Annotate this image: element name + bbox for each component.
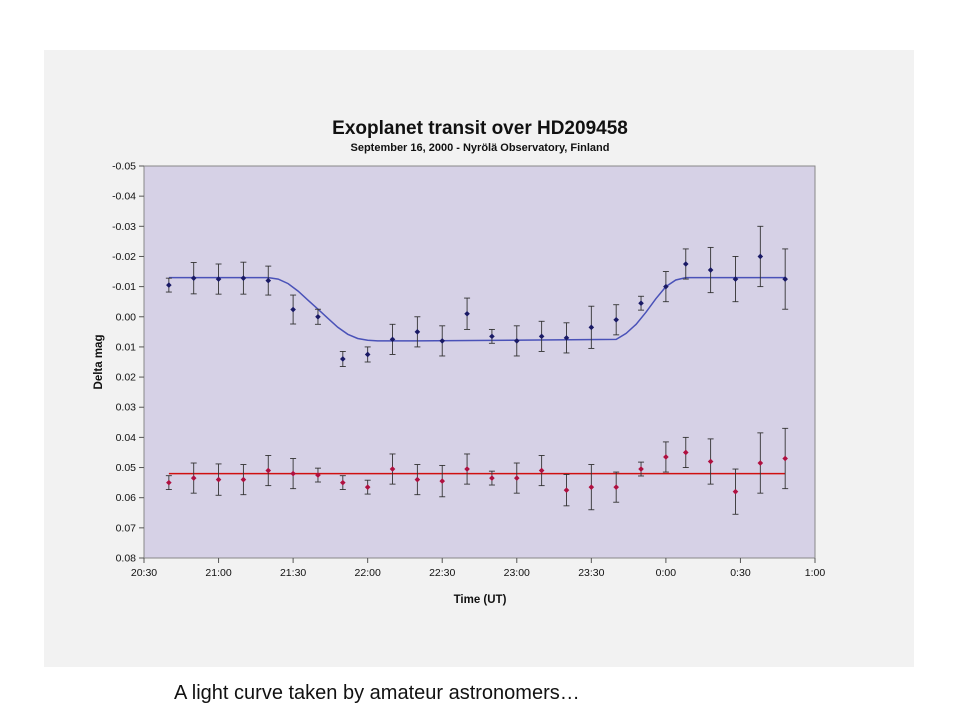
y-tick-label: 0.08 [116, 553, 137, 565]
y-axis-label: Delta mag [93, 335, 105, 390]
x-tick-label: 23:30 [578, 567, 604, 579]
x-tick-label: 23:00 [504, 567, 530, 579]
data-point-series-2 [464, 466, 470, 472]
data-point-series-2 [588, 484, 595, 490]
data-point-series-2 [757, 460, 764, 466]
x-axis-label: Time (UT) [454, 594, 507, 606]
data-point-series-1 [638, 300, 644, 306]
data-point-series-1 [215, 276, 222, 282]
fit-line-1 [168, 276, 786, 342]
y-tick-label: -0.02 [112, 251, 136, 263]
data-point-series-2 [389, 466, 396, 472]
x-tick-label: 22:00 [355, 567, 381, 579]
data-point-series-2 [613, 484, 619, 490]
data-point-series-2 [265, 467, 272, 474]
x-tick-label: 1:00 [805, 567, 826, 579]
data-point-series-1 [265, 277, 272, 284]
x-tick-label: 22:30 [429, 567, 455, 579]
data-point-series-2 [682, 449, 689, 456]
data-point-series-2 [215, 476, 222, 483]
data-point-series-1 [513, 338, 520, 344]
chart-subtitle: September 16, 2000 - Nyrölä Observatory,… [350, 142, 609, 154]
chart-title: Exoplanet transit over HD209458 [332, 118, 628, 139]
x-tick-label: 0:30 [730, 567, 751, 579]
data-point-series-2 [315, 472, 321, 478]
data-point-series-1 [290, 306, 296, 313]
data-point-series-1 [190, 275, 197, 281]
data-point-series-1 [613, 316, 619, 323]
y-tick-label: 0.01 [116, 341, 137, 353]
chart: Exoplanet transit over HD209458 Septembe… [93, 118, 825, 606]
data-point-series-1 [389, 336, 396, 343]
data-point-series-2 [364, 484, 371, 490]
data-point-series-2 [489, 475, 495, 481]
data-point-series-1 [414, 329, 421, 335]
data-point-series-2 [513, 475, 520, 481]
chart-marks: -0.05 -0.04 -0.03 -0.02 -0.01 0.00 0.01 0.02 0.0… [112, 161, 825, 580]
y-tick-label: 0.04 [116, 432, 137, 444]
x-tick-label: 21:00 [205, 567, 231, 579]
y-tick-label: 0.02 [116, 372, 137, 384]
data-point-series-1 [663, 283, 669, 290]
data-point-series-2 [732, 488, 739, 495]
data-point-series-2 [240, 476, 247, 483]
data-point-series-1 [682, 261, 689, 267]
data-point-series-1 [707, 267, 714, 273]
data-point-series-2 [563, 487, 570, 493]
data-point-series-2 [439, 478, 446, 484]
y-tick-label: 0.06 [116, 492, 137, 504]
data-point-series-1 [588, 324, 595, 331]
data-point-series-1 [489, 333, 495, 340]
y-tick-label: -0.01 [112, 281, 136, 293]
y-tick-label: 0.00 [116, 311, 137, 323]
data-point-series-2 [663, 454, 669, 460]
data-point-series-2 [414, 476, 421, 483]
data-point-series-2 [638, 466, 644, 472]
x-tick-label: 0:00 [656, 567, 677, 579]
data-point-series-2 [340, 479, 346, 486]
data-point-series-1 [240, 275, 247, 281]
data-point-series-2 [290, 470, 296, 477]
data-point-series-2 [538, 467, 545, 474]
y-tick-label: -0.05 [112, 161, 136, 173]
x-tick-label: 21:30 [280, 567, 306, 579]
data-point-series-1 [315, 313, 321, 320]
y-tick-label: 0.03 [116, 402, 137, 414]
data-point-series-1 [340, 356, 346, 362]
slide-caption: A light curve taken by amateur astronome… [174, 682, 580, 704]
data-point-series-1 [757, 253, 764, 260]
data-point-series-2 [707, 458, 714, 465]
data-point-series-1 [782, 276, 788, 282]
data-point-series-1 [439, 338, 446, 344]
data-point-series-1 [732, 276, 739, 282]
y-tick-label: -0.04 [112, 191, 136, 203]
data-point-series-1 [464, 310, 470, 317]
y-tick-label: 0.07 [116, 522, 137, 534]
data-point-series-2 [190, 475, 197, 481]
data-point-series-1 [364, 351, 371, 358]
y-tick-label: -0.03 [112, 221, 136, 233]
data-point-series-1 [166, 282, 172, 288]
data-point-series-2 [782, 455, 788, 462]
y-tick-label: 0.05 [116, 462, 137, 474]
data-point-series-1 [563, 335, 570, 341]
plot-area [143, 165, 816, 559]
data-point-series-1 [538, 333, 545, 340]
x-tick-label: 20:30 [131, 567, 157, 579]
slide-background: Exoplanet transit over HD209458 Septembe… [44, 50, 914, 704]
